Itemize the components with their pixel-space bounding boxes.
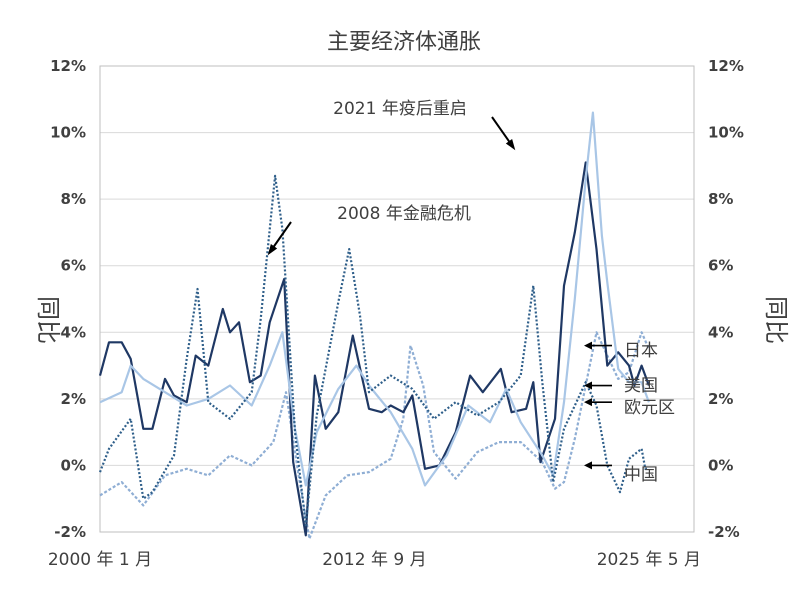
annotation-arrow-head: [267, 244, 278, 256]
x-tick-label: 2000 年 1 月: [48, 550, 152, 570]
y-axis-title-left: 同比: [34, 296, 62, 344]
y-tick-label-right: 8%: [708, 190, 733, 208]
plot-area: [99, 65, 695, 533]
x-tick-label: 2025 年 5 月: [597, 550, 701, 570]
series-label: 欧元区: [624, 398, 675, 418]
series-line-中国: [98, 174, 649, 527]
arrow-head: [584, 398, 592, 407]
x-axis: 2000 年 1 月 2012 年 9 月 2025 年 5 月: [48, 550, 701, 570]
annotation-text: 2008 年金融危机: [337, 204, 471, 224]
y-tick-label-right: 0%: [708, 456, 733, 474]
gridlines: [100, 65, 694, 533]
y-tick-label-right: 10%: [708, 124, 744, 142]
series-label: 美国: [624, 376, 658, 396]
y-tick-label-left: 2%: [61, 390, 86, 408]
y-tick-label-left: 4%: [61, 323, 86, 341]
y-tick-label-left: 6%: [61, 257, 86, 275]
y-tick-label-right: 4%: [708, 323, 733, 341]
y-axis-left: 12% 10% 8% 6% 4% 2% 0% -2%: [50, 57, 86, 541]
y-tick-label-left: -2%: [54, 523, 86, 541]
series-line-美国: [98, 161, 650, 537]
y-tick-label-left: 8%: [61, 190, 86, 208]
y-tick-label-right: 2%: [708, 390, 733, 408]
y-tick-label-left: 0%: [61, 456, 86, 474]
series-line-欧元区: [99, 111, 650, 487]
y-axis-title-right: 同比: [762, 296, 790, 344]
y-tick-label-right: 12%: [708, 57, 744, 75]
y-tick-label-left: 10%: [50, 124, 86, 142]
annotations: 2021 年疫后重启 2008 年金融危机: [267, 99, 516, 256]
series-label: 日本: [624, 341, 658, 361]
arrow-head: [584, 461, 592, 470]
chart-title: 主要经济体通胀: [327, 30, 481, 55]
y-tick-label-right: 6%: [708, 257, 733, 275]
y-axis-right: 12% 10% 8% 6% 4% 2% 0% -2%: [708, 57, 744, 541]
annotation-text: 2021 年疫后重启: [333, 99, 467, 119]
series-label: 中国: [624, 465, 658, 485]
arrow-head: [584, 381, 592, 390]
annotation-arrow-head: [505, 139, 516, 151]
y-tick-label-left: 12%: [50, 57, 86, 75]
x-tick-label: 2012 年 9 月: [322, 550, 426, 570]
series-line-日本: [99, 331, 650, 540]
y-tick-label-right: -2%: [708, 523, 740, 541]
arrow-head: [584, 341, 592, 350]
series-lines: [98, 111, 650, 540]
